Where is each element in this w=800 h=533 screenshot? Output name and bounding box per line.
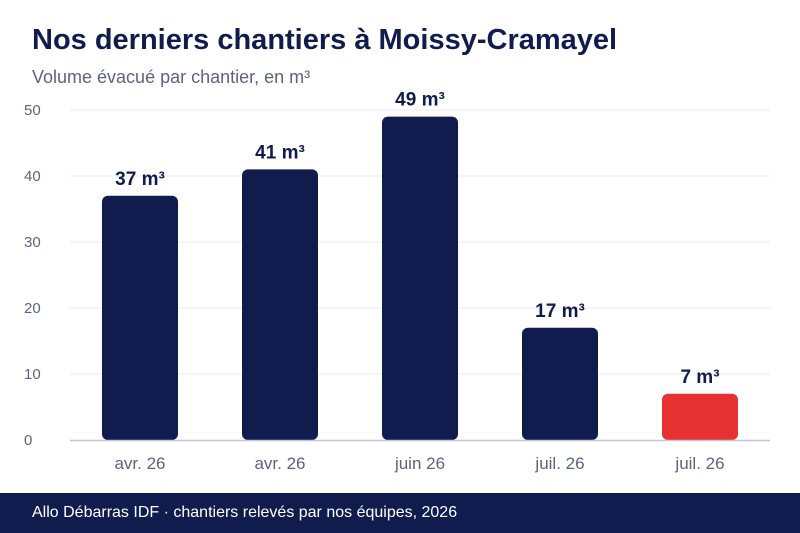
bar xyxy=(382,116,458,440)
x-tick-label: avr. 26 xyxy=(254,454,305,473)
footer-bar: Allo Débarras IDF · chantiers relevés pa… xyxy=(0,493,800,533)
footer-source-text: Allo Débarras IDF · chantiers relevés pa… xyxy=(32,504,458,521)
y-tick-label: 0 xyxy=(24,432,32,449)
bar-value-label: 7 m³ xyxy=(680,367,719,388)
bar xyxy=(662,393,738,440)
y-tick-label: 40 xyxy=(24,168,41,185)
y-tick-label: 50 xyxy=(24,102,41,119)
bar-value-label: 41 m³ xyxy=(255,142,305,163)
y-tick-label: 20 xyxy=(24,300,41,317)
bar-value-label: 49 m³ xyxy=(395,90,445,111)
bar-value-label: 17 m³ xyxy=(535,301,585,322)
chart-title: Nos derniers chantiers à Moissy-Cramayel xyxy=(32,24,618,56)
bar xyxy=(102,195,178,440)
x-tick-label: avr. 26 xyxy=(114,454,165,473)
chart-subtitle: Volume évacué par chantier, en m³ xyxy=(32,67,311,87)
x-tick-label: juil. 26 xyxy=(674,454,724,473)
bar xyxy=(242,169,318,440)
bar-value-label: 37 m³ xyxy=(115,169,165,190)
y-tick-label: 10 xyxy=(24,366,41,383)
x-tick-label: juin 26 xyxy=(394,454,445,473)
bar xyxy=(522,327,598,440)
x-tick-label: juil. 26 xyxy=(534,454,584,473)
y-tick-label: 30 xyxy=(24,234,41,251)
bar-chart: 0 10 20 30 40 50 37 m³ avr. 26 41 m³ avr. 26 49 m³… xyxy=(24,90,770,473)
